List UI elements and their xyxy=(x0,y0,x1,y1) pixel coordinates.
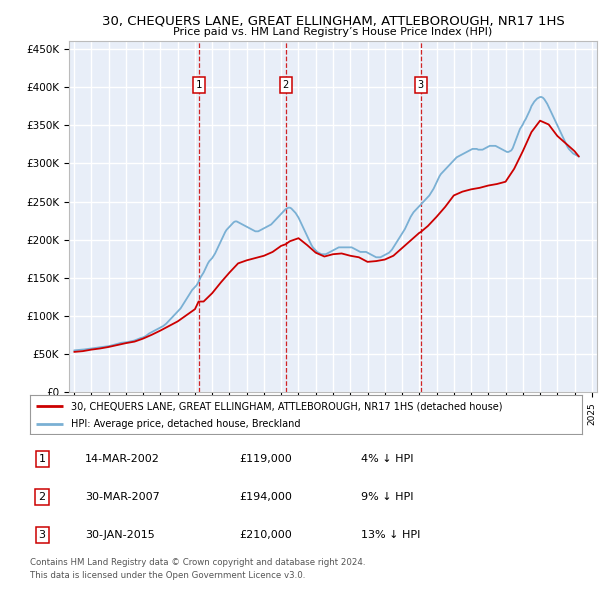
Text: 2: 2 xyxy=(38,492,46,502)
Text: 9% ↓ HPI: 9% ↓ HPI xyxy=(361,492,414,502)
Text: 1: 1 xyxy=(196,80,202,90)
Text: HPI: Average price, detached house, Breckland: HPI: Average price, detached house, Brec… xyxy=(71,419,301,429)
Text: 1: 1 xyxy=(38,454,46,464)
Text: 13% ↓ HPI: 13% ↓ HPI xyxy=(361,530,421,540)
Text: This data is licensed under the Open Government Licence v3.0.: This data is licensed under the Open Gov… xyxy=(30,571,305,579)
Text: Contains HM Land Registry data © Crown copyright and database right 2024.: Contains HM Land Registry data © Crown c… xyxy=(30,558,365,566)
Text: 14-MAR-2002: 14-MAR-2002 xyxy=(85,454,160,464)
Text: £119,000: £119,000 xyxy=(240,454,293,464)
Text: 3: 3 xyxy=(38,530,46,540)
Text: £194,000: £194,000 xyxy=(240,492,293,502)
Text: 4% ↓ HPI: 4% ↓ HPI xyxy=(361,454,414,464)
Text: 3: 3 xyxy=(418,80,424,90)
Text: 30, CHEQUERS LANE, GREAT ELLINGHAM, ATTLEBOROUGH, NR17 1HS (detached house): 30, CHEQUERS LANE, GREAT ELLINGHAM, ATTL… xyxy=(71,401,503,411)
Text: 30-JAN-2015: 30-JAN-2015 xyxy=(85,530,155,540)
Text: 30, CHEQUERS LANE, GREAT ELLINGHAM, ATTLEBOROUGH, NR17 1HS: 30, CHEQUERS LANE, GREAT ELLINGHAM, ATTL… xyxy=(101,15,565,28)
Text: 2: 2 xyxy=(283,80,289,90)
Text: Price paid vs. HM Land Registry’s House Price Index (HPI): Price paid vs. HM Land Registry’s House … xyxy=(173,27,493,37)
Text: £210,000: £210,000 xyxy=(240,530,293,540)
Text: 30-MAR-2007: 30-MAR-2007 xyxy=(85,492,160,502)
